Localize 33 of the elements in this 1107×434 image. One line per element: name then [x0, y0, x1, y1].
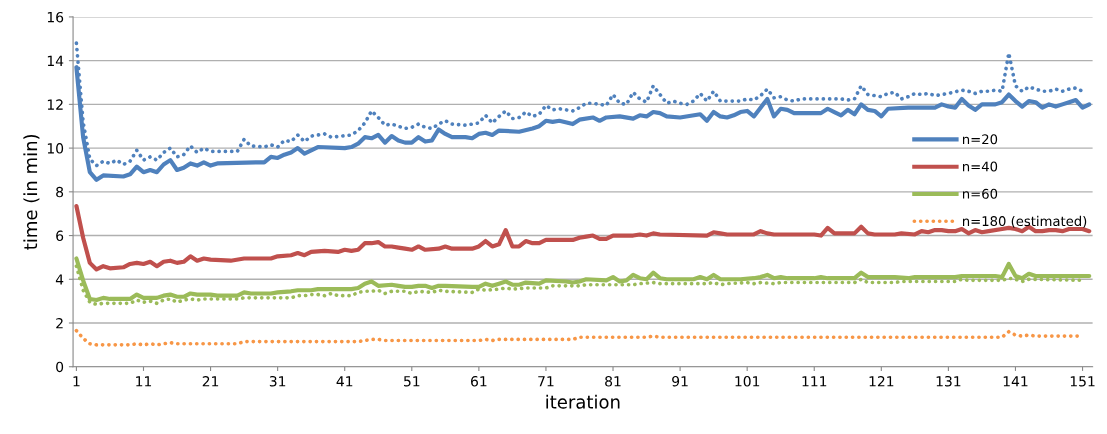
- y-tick-label: 0: [56, 361, 64, 373]
- x-tick-label: 71: [538, 376, 554, 387]
- x-tick-label: 141: [1003, 376, 1028, 387]
- x-tick-label: 31: [269, 376, 286, 387]
- line-series: [74, 256, 1092, 303]
- y-tick-label: 8: [56, 186, 64, 198]
- x-tick-label: 1: [73, 376, 80, 387]
- x-tick-label: 91: [672, 376, 688, 387]
- y-tick-label: 2: [56, 317, 63, 329]
- legend-label: n=40: [963, 161, 998, 172]
- y-tick-label: 10: [47, 143, 64, 154]
- legend-label: n=20: [963, 134, 998, 145]
- x-tick-label: 21: [202, 376, 219, 387]
- legend-label: n=60: [963, 188, 998, 199]
- x-tick-label: 41: [336, 376, 353, 387]
- x-tick-label: 101: [735, 376, 760, 387]
- x-tick-label: 131: [936, 376, 961, 387]
- legend-label: n=180 (estimated): [963, 215, 1087, 228]
- x-tick-label: 151: [1070, 376, 1095, 387]
- x-tick-label: 81: [605, 376, 621, 387]
- y-tick-label: 14: [47, 55, 64, 66]
- x-axis-title: iteration: [546, 394, 620, 409]
- y-axis-title: time (in min): [23, 134, 40, 250]
- line-series: [74, 203, 1092, 272]
- x-tick-label: 51: [404, 376, 420, 387]
- x-tick-label: 111: [802, 376, 827, 387]
- x-tick-label: 11: [136, 376, 152, 387]
- y-tick-label: 4: [55, 274, 64, 285]
- x-tick-label: 61: [471, 376, 487, 387]
- x-tick-label: 121: [869, 376, 894, 387]
- y-tick-label: 6: [56, 230, 64, 242]
- y-tick-label: 12: [47, 99, 63, 110]
- y-tick-label: 16: [47, 11, 64, 23]
